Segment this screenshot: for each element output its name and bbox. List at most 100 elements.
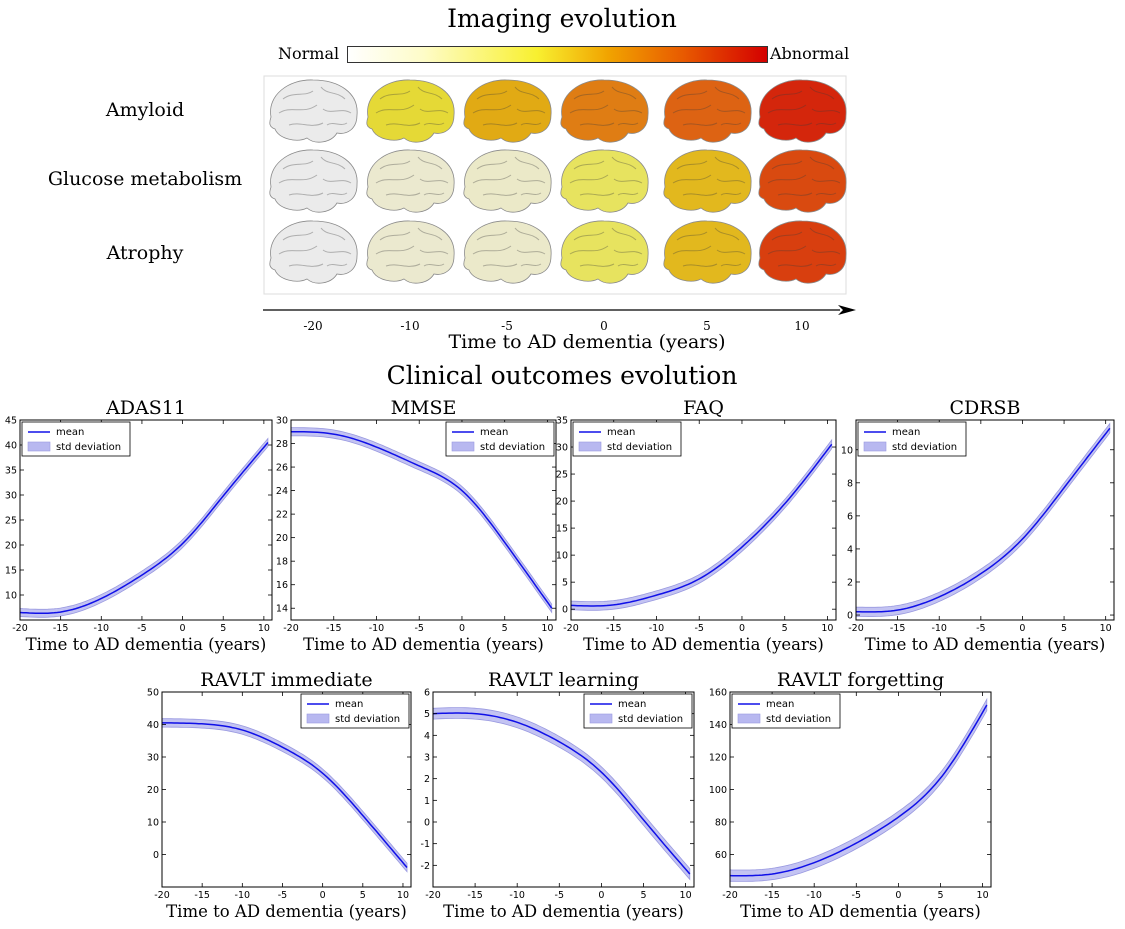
chart-panel: RAVLT forgetting -20 -15 -10 -5 0 5 10 60 80 100 12… [709, 669, 992, 921]
chart-panel: MMSE -20 -15 -10 -5 0 5 10 14 16 18 20 22 24 26 28 30 Tim… [276, 397, 557, 654]
y-tick-label: 50 [147, 688, 159, 699]
brain-shape [366, 149, 455, 213]
y-tick-label: 4 [847, 544, 853, 555]
y-tick-label: 35 [5, 466, 17, 477]
y-tick-label: 4 [424, 731, 430, 742]
x-tick-label: -10 [931, 623, 947, 634]
y-tick-label: 26 [276, 463, 288, 474]
imaging-title: Imaging evolution [447, 4, 677, 33]
chart-legend: mean std deviation [583, 693, 693, 729]
brain-sulci [569, 156, 643, 196]
mean-line [19, 442, 269, 615]
brain-shape [663, 220, 752, 284]
time-axis-tick: -5 [501, 319, 513, 333]
chart-title: FAQ [683, 397, 724, 419]
x-axis-label: Time to AD dementia (years) [865, 635, 1106, 654]
x-tick-label: -20 [722, 890, 738, 901]
brain-sulci [569, 86, 643, 126]
y-tick-label: 140 [709, 720, 727, 731]
y-tick-label: 100 [709, 785, 727, 796]
y-tick-label: 10 [147, 818, 159, 829]
legend-mean-label: mean [892, 427, 920, 438]
row-label-atrophy: Atrophy [106, 242, 184, 264]
brain-sulci [278, 156, 352, 196]
x-tick-label: 10 [258, 623, 270, 634]
x-tick-label: 10 [821, 623, 833, 634]
time-axis: -20 -10 -5 0 5 10 Time to AD dementia (y… [263, 305, 856, 353]
legend-std-label: std deviation [56, 442, 121, 453]
colorbar-low-label: Normal [278, 44, 340, 63]
severity-colorbar [347, 46, 768, 63]
y-tick-label: 6 [424, 688, 430, 699]
brain-sulci [672, 86, 746, 126]
x-tick-label: 5 [360, 890, 366, 901]
legend-std-swatch [27, 441, 51, 452]
brain-image [366, 79, 455, 143]
chart-panel: FAQ -20 -15 -10 -5 0 5 10 0 5 10 15 20 25 30 35 Time to … [556, 397, 837, 654]
legend-mean-label: mean [607, 427, 635, 438]
y-tick-label: 45 [5, 416, 17, 427]
brain-image [758, 79, 847, 143]
brain-sulci [569, 227, 643, 267]
x-tick-label: -15 [53, 623, 69, 634]
time-axis-arrow [838, 305, 856, 315]
std-band [855, 422, 1111, 617]
x-tick-label: -20 [425, 890, 441, 901]
chart-legend: mean std deviation [445, 421, 555, 457]
x-tick-label: 0 [1019, 623, 1025, 634]
brain-shape [463, 79, 552, 143]
x-tick-label: -20 [848, 623, 864, 634]
chart-legend: mean std deviation [731, 693, 841, 729]
row-label-glucose: Glucose metabolism [47, 168, 243, 190]
brain-image [663, 79, 752, 143]
x-tick-label: -10 [94, 623, 110, 634]
y-tick-label: 35 [556, 416, 568, 427]
legend-mean-label: mean [56, 427, 84, 438]
x-tick-label: -15 [194, 890, 210, 901]
x-tick-label: -10 [649, 623, 665, 634]
brain-shape [560, 79, 649, 143]
brain-sulci [672, 227, 746, 267]
y-tick-label: 24 [276, 486, 288, 497]
x-tick-label: 0 [459, 623, 465, 634]
brain-image [560, 149, 649, 213]
chart-title: CDRSB [949, 397, 1020, 419]
brain-shape [463, 220, 552, 284]
y-tick-label: 18 [276, 557, 288, 568]
y-tick-label: 0 [153, 850, 159, 861]
legend-std-swatch [306, 713, 330, 724]
brain-image [663, 220, 752, 284]
x-tick-label: 5 [640, 890, 646, 901]
x-tick-label: -15 [606, 623, 622, 634]
std-band [290, 427, 553, 614]
brain-image [758, 149, 847, 213]
mean-line [855, 427, 1111, 613]
brain-image [269, 149, 358, 213]
std-band [432, 707, 691, 881]
x-tick-label: -15 [467, 890, 483, 901]
time-axis-tick: -10 [400, 319, 419, 333]
x-tick-label: 5 [937, 890, 943, 901]
time-axis-label: Time to AD dementia (years) [448, 331, 725, 353]
x-tick-label: -5 [976, 623, 985, 634]
brain-shape [269, 220, 358, 284]
std-band [161, 718, 408, 873]
y-tick-label: 28 [276, 439, 288, 450]
mean-line [291, 431, 553, 609]
x-tick-label: 5 [782, 623, 788, 634]
y-tick-label: 25 [5, 516, 17, 527]
x-tick-label: -20 [12, 623, 28, 634]
x-tick-label: -5 [555, 890, 564, 901]
brain-image [758, 220, 847, 284]
brain-sulci [375, 156, 449, 196]
x-axis-label: Time to AD dementia (years) [303, 635, 544, 654]
y-tick-label: 5 [562, 578, 568, 589]
plot-frame [432, 691, 695, 888]
mean-line [432, 712, 691, 875]
legend-std-swatch [578, 441, 602, 452]
x-tick-label: -15 [764, 890, 780, 901]
x-tick-label: 0 [598, 890, 604, 901]
brain-sulci [278, 86, 352, 126]
